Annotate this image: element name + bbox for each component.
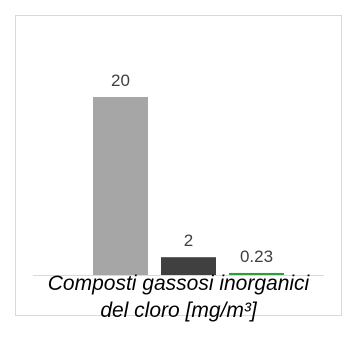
bar-1 <box>93 97 148 275</box>
chart-caption-line-1: Composti gassosi inorganici <box>47 272 310 295</box>
bars-group <box>93 97 284 275</box>
data-label-1: 20 <box>111 71 130 90</box>
bar-3 <box>229 272 284 275</box>
data-label-3: 0.23 <box>240 247 273 266</box>
data-label-2: 2 <box>184 231 193 250</box>
bar-2 <box>161 257 216 275</box>
chart-area-border <box>15 15 342 316</box>
data-labels-group: 20 2 0.23 <box>111 71 273 266</box>
chart-caption-line-2: del cloro [mg/m³] <box>100 299 257 322</box>
